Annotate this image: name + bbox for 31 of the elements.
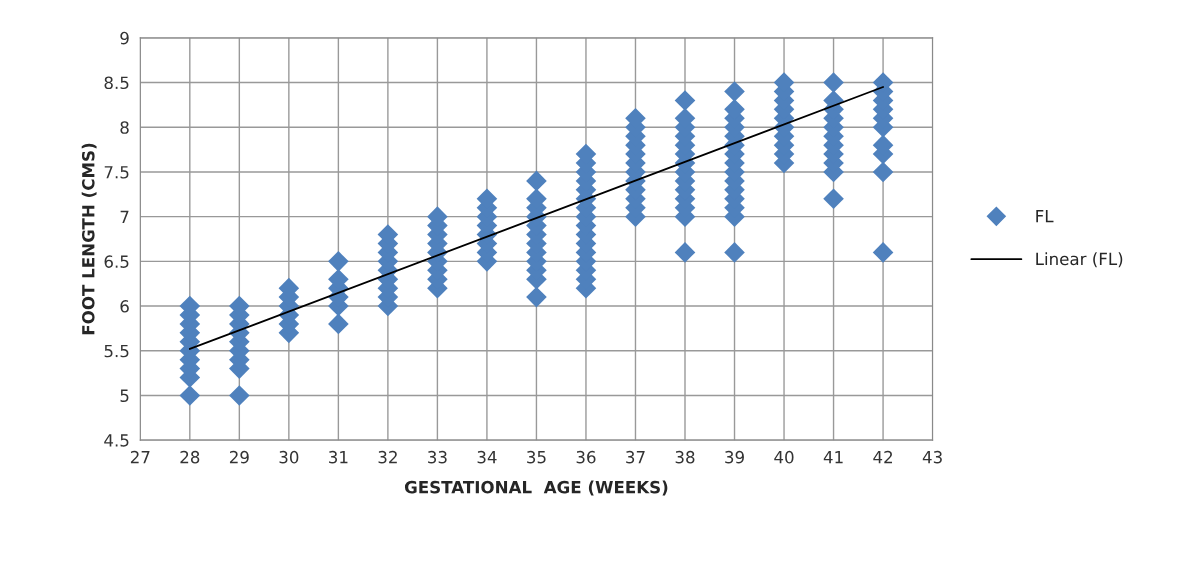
legend-label: Linear (FL) <box>1036 252 1123 268</box>
x-tick-label: 33 <box>428 450 447 464</box>
y-tick-label: 6.5 <box>104 255 129 268</box>
y-tick-label: 7.5 <box>104 166 129 179</box>
x-tick-label: 36 <box>576 450 596 464</box>
x-tick-label: 29 <box>229 450 249 464</box>
y-tick-label: 9 <box>120 31 129 45</box>
y-tick-label: 7 <box>120 210 129 223</box>
x-tick-label: 34 <box>477 450 497 464</box>
x-tick-label: 43 <box>922 450 942 464</box>
x-tick-label: 39 <box>725 450 744 464</box>
y-tick-label: 4.5 <box>104 434 129 447</box>
x-tick-label: 32 <box>378 450 397 464</box>
x-axis-title: GESTATIONAL AGE (WEEKS) <box>404 480 668 496</box>
x-tick-label: 40 <box>774 450 794 464</box>
x-tick-label: 37 <box>626 450 645 464</box>
x-tick-label: 42 <box>873 450 893 464</box>
x-tick-label: 38 <box>675 450 695 464</box>
x-tick-label: 31 <box>329 450 348 464</box>
y-tick-label: 8.5 <box>104 76 129 90</box>
x-tick-label: 27 <box>130 450 150 464</box>
x-tick-label: 41 <box>823 451 843 464</box>
y-tick-label: 5 <box>120 389 129 403</box>
y-tick-label: 8 <box>120 121 129 134</box>
x-tick-label: 30 <box>279 450 299 464</box>
y-axis-title: FOOT LENGTH (CMS) <box>81 143 97 335</box>
x-tick-label: 35 <box>527 450 546 464</box>
x-tick-label: 28 <box>180 450 200 464</box>
y-tick-label: 5.5 <box>104 344 129 358</box>
legend-label: FL <box>1036 210 1054 223</box>
y-tick-label: 6 <box>120 300 129 313</box>
